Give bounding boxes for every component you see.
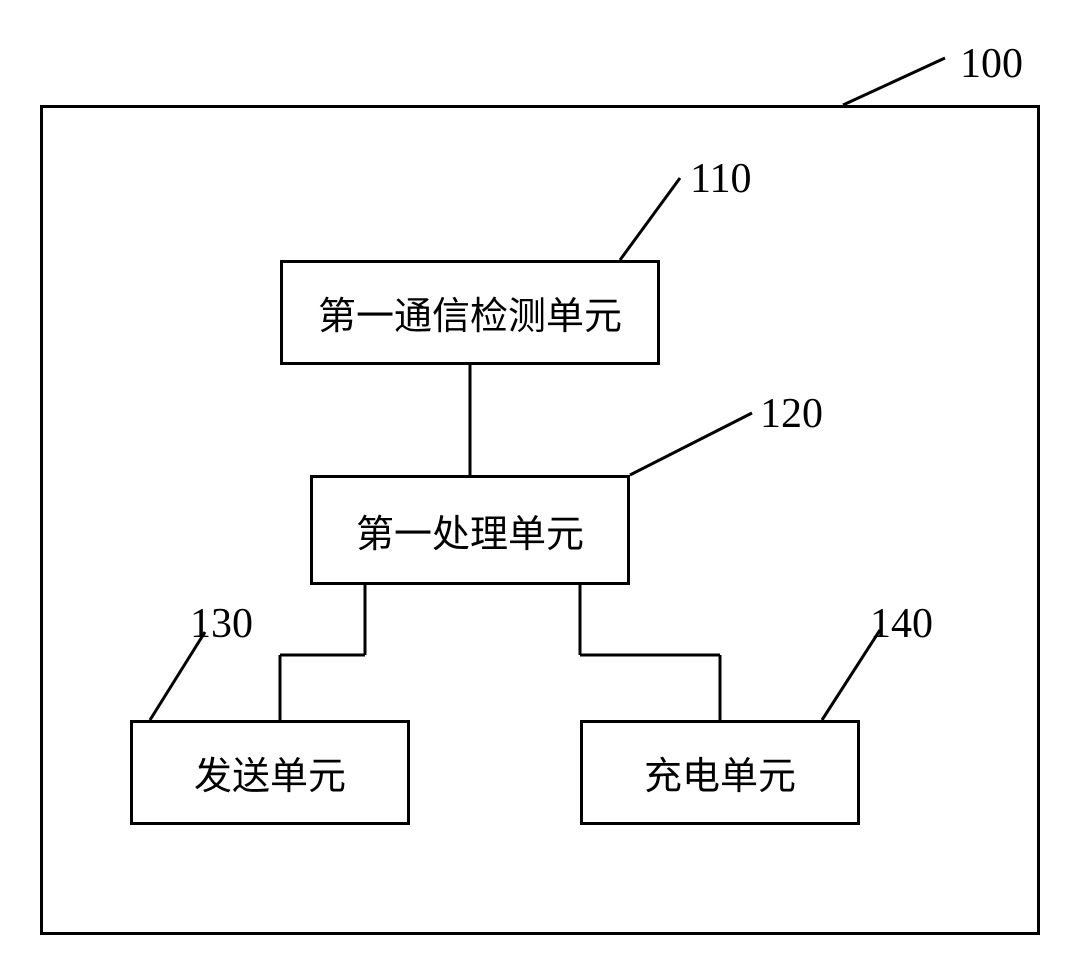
- node-label: 第一处理单元: [356, 503, 584, 558]
- node-120: 第一处理单元: [310, 475, 630, 585]
- diagram-canvas: 第一通信检测单元第一处理单元发送单元 充电单元 100 110 120 130 140: [0, 0, 1075, 969]
- callout-140: 140: [870, 600, 933, 648]
- connector-line: [843, 58, 945, 105]
- node-140: 充电单元: [580, 720, 860, 825]
- callout-120: 120: [760, 390, 823, 438]
- node-label: 发送单元: [194, 745, 346, 800]
- node-110: 第一通信检测单元: [280, 260, 660, 365]
- callout-130: 130: [190, 600, 253, 648]
- node-label: 第一通信检测单元: [318, 285, 622, 340]
- node-label: 充电单元: [644, 745, 796, 800]
- callout-110: 110: [690, 155, 751, 203]
- callout-100: 100: [960, 40, 1023, 88]
- node-130: 发送单元: [130, 720, 410, 825]
